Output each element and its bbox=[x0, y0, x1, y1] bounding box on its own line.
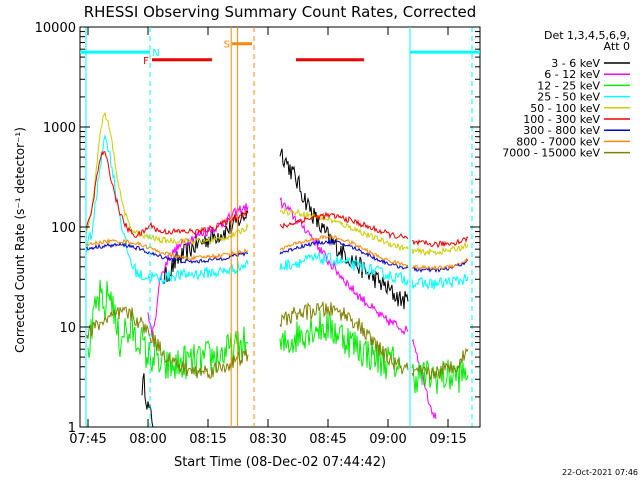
legend-entry-label: 6 - 12 keV bbox=[544, 68, 600, 81]
series-line bbox=[411, 241, 469, 257]
saa-flag-label: S bbox=[224, 40, 230, 51]
axis-ticks: 07:45 08:00 08:15 08:30 08:45 09:00 09:15 1 10 10… bbox=[35, 21, 480, 447]
series-line bbox=[85, 306, 249, 379]
night-flag-label: N bbox=[152, 48, 159, 59]
y-tick-label: 100 bbox=[51, 221, 76, 236]
series-line bbox=[279, 234, 409, 268]
x-tick-label: 09:00 bbox=[369, 432, 406, 447]
flare-flag-label: F bbox=[143, 56, 149, 67]
series-line bbox=[279, 310, 401, 380]
series-line bbox=[87, 279, 249, 380]
series-lines bbox=[85, 111, 469, 428]
x-tick-label: 08:45 bbox=[309, 432, 346, 447]
series-line bbox=[411, 258, 469, 273]
legend-entry-label: 12 - 25 keV bbox=[537, 79, 600, 92]
x-tick-label: 08:15 bbox=[189, 432, 226, 447]
series-line bbox=[411, 258, 469, 271]
series-line bbox=[411, 236, 469, 249]
x-tick-label: 08:30 bbox=[249, 432, 286, 447]
series-line bbox=[279, 211, 409, 240]
series-line bbox=[279, 301, 409, 375]
legend-entry-label: 800 - 7000 keV bbox=[516, 135, 600, 148]
legend-header: Att 0 bbox=[604, 40, 630, 53]
legend-entry-label: 50 - 100 keV bbox=[530, 102, 600, 115]
series-line bbox=[141, 373, 154, 428]
x-axis-label: Start Time (08-Dec-02 07:44:42) bbox=[174, 455, 386, 470]
x-tick-label: 07:45 bbox=[69, 432, 106, 447]
chart-title: RHESSI Observing Summary Count Rates, Co… bbox=[84, 3, 477, 21]
legend-entry-label: 100 - 300 keV bbox=[523, 113, 600, 126]
y-tick-label: 10 bbox=[59, 321, 76, 336]
series-line bbox=[85, 237, 249, 262]
legend-entry-label: 7000 - 15000 keV bbox=[502, 147, 600, 160]
y-tick-label: 1 bbox=[68, 421, 76, 436]
series-line bbox=[85, 150, 249, 239]
y-axis-label: Corrected Count Rate (s⁻¹ detector⁻¹) bbox=[13, 127, 27, 353]
series-line bbox=[411, 339, 437, 420]
series-line bbox=[279, 251, 409, 287]
series-line bbox=[85, 111, 249, 246]
x-tick-label: 09:15 bbox=[429, 432, 466, 447]
legend-entry-label: 3 - 6 keV bbox=[551, 57, 600, 70]
x-tick-label: 08:00 bbox=[129, 432, 166, 447]
series-line bbox=[411, 273, 469, 291]
legend-header: Det 1,3,4,5,6,9, bbox=[544, 29, 630, 42]
series-line bbox=[411, 347, 469, 382]
series-line bbox=[279, 238, 409, 270]
series-line bbox=[163, 208, 249, 284]
footer-timestamp: 22-Oct-2021 07:46 bbox=[562, 468, 638, 477]
legend-entry-label: 300 - 800 keV bbox=[523, 124, 600, 137]
status-flags: NF S bbox=[80, 27, 480, 427]
series-line bbox=[85, 242, 249, 264]
legend-entry-label: 25 - 50 keV bbox=[537, 91, 600, 104]
y-tick-label: 10000 bbox=[35, 21, 76, 36]
series-line bbox=[85, 133, 249, 286]
series-line bbox=[279, 207, 409, 252]
series-line bbox=[279, 148, 409, 310]
y-tick-label: 1000 bbox=[43, 121, 76, 136]
